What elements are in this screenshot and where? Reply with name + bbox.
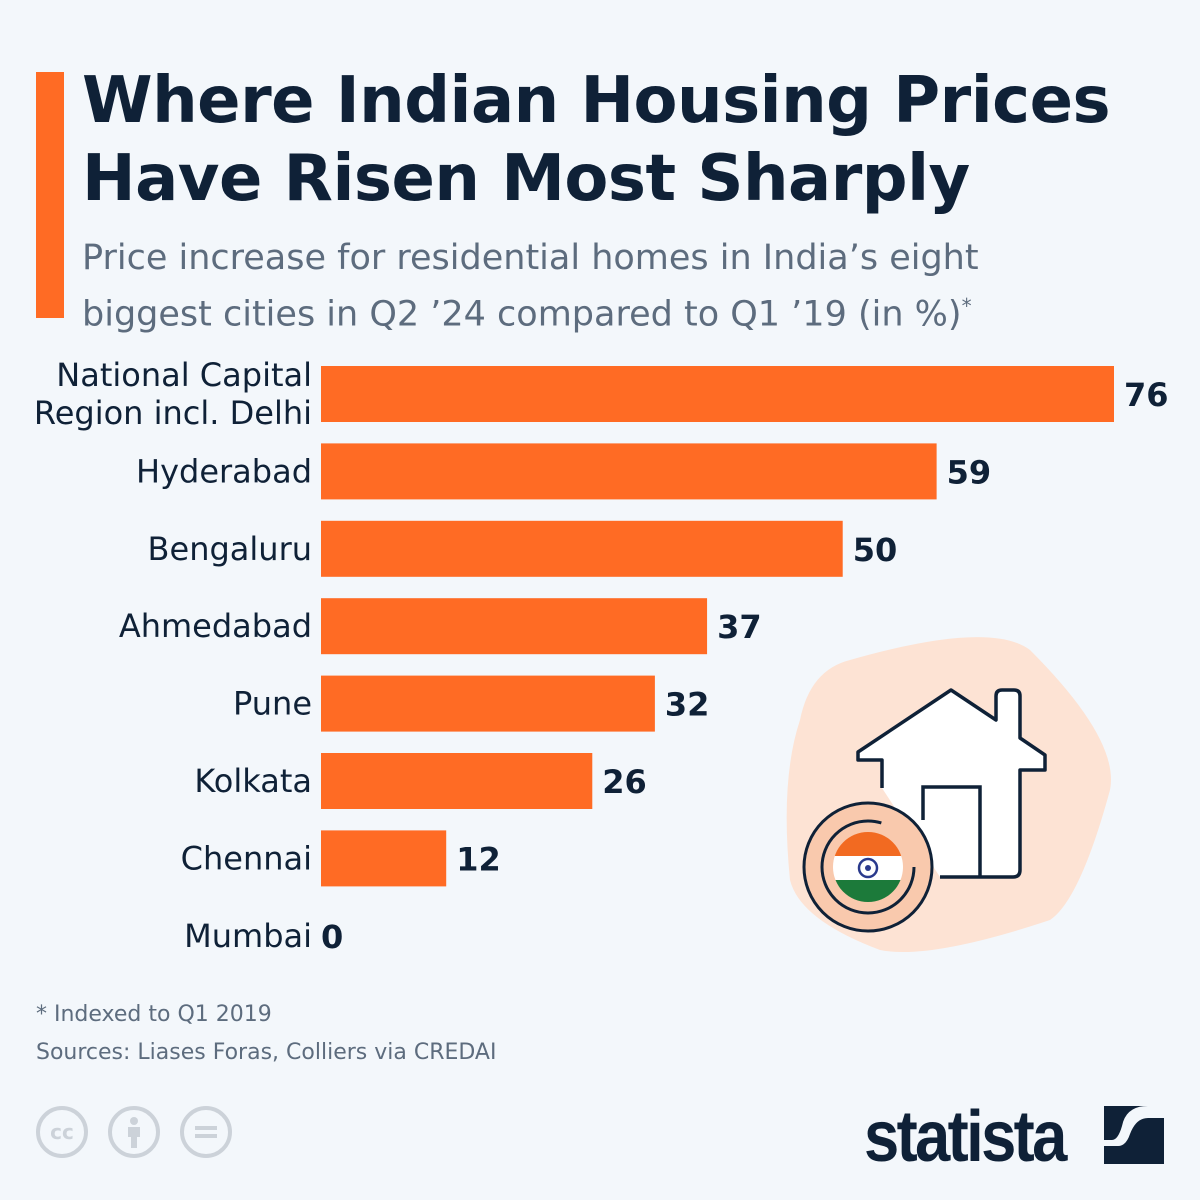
title-line-2: Have Risen Most Sharply [82, 142, 970, 216]
data-label: 32 [665, 686, 710, 724]
category-label: Ahmedabad [119, 607, 312, 645]
category-label: Chennai [181, 839, 312, 877]
data-label: 76 [1124, 376, 1169, 414]
category-label: Mumbai [184, 917, 312, 955]
category-label: Hyderabad [136, 452, 312, 490]
chart-subtitle: Price increase for residential homes in … [82, 234, 979, 339]
title-line-1: Where Indian Housing Prices [82, 64, 1111, 138]
statista-logo-text: statista [864, 1097, 1067, 1177]
bar [321, 675, 655, 732]
footnote: * Indexed to Q1 2019 [36, 1002, 272, 1027]
house-illustration [786, 637, 1111, 952]
subtitle-footnote-mark: * [961, 294, 972, 318]
category-label: Pune [233, 685, 312, 723]
equals-icon [195, 1126, 217, 1138]
bar [321, 598, 708, 655]
sources: Sources: Liases Foras, Colliers via CRED… [36, 1040, 497, 1065]
data-label: 50 [853, 531, 898, 569]
category-label: Kolkata [194, 762, 312, 800]
bar [321, 443, 937, 500]
title-accent-bar [36, 72, 64, 318]
subtitle-line-1: Price increase for residential homes in … [82, 238, 979, 278]
category-label: Region incl. Delhi [34, 394, 312, 432]
cc-icon[interactable]: cc [36, 1106, 88, 1158]
category-label: National Capital [56, 356, 312, 394]
bar [321, 753, 593, 809]
subtitle-line-2: biggest cities in Q2 ’24 compared to Q1 … [82, 294, 962, 335]
flag-badge-ring [820, 819, 916, 915]
person-icon [128, 1117, 140, 1148]
house-icon [856, 688, 1047, 879]
chart-title: Where Indian Housing Prices Have Risen Mo… [82, 62, 1111, 218]
nd-icon[interactable] [180, 1106, 232, 1158]
bar [321, 366, 1114, 422]
bar [321, 520, 843, 577]
data-label: 59 [947, 453, 992, 491]
data-label: 37 [717, 608, 762, 646]
statista-logo[interactable]: statista [864, 1096, 1067, 1178]
data-label: 26 [602, 763, 647, 801]
category-label: Bengaluru [148, 530, 312, 568]
by-icon[interactable] [108, 1106, 160, 1158]
data-label: 0 [321, 918, 343, 956]
data-label: 12 [456, 840, 501, 878]
bar [321, 830, 447, 887]
house-door-icon [921, 785, 982, 877]
cc-icon-text: cc [50, 1120, 74, 1144]
statista-logo-mark-icon [1104, 1106, 1164, 1164]
